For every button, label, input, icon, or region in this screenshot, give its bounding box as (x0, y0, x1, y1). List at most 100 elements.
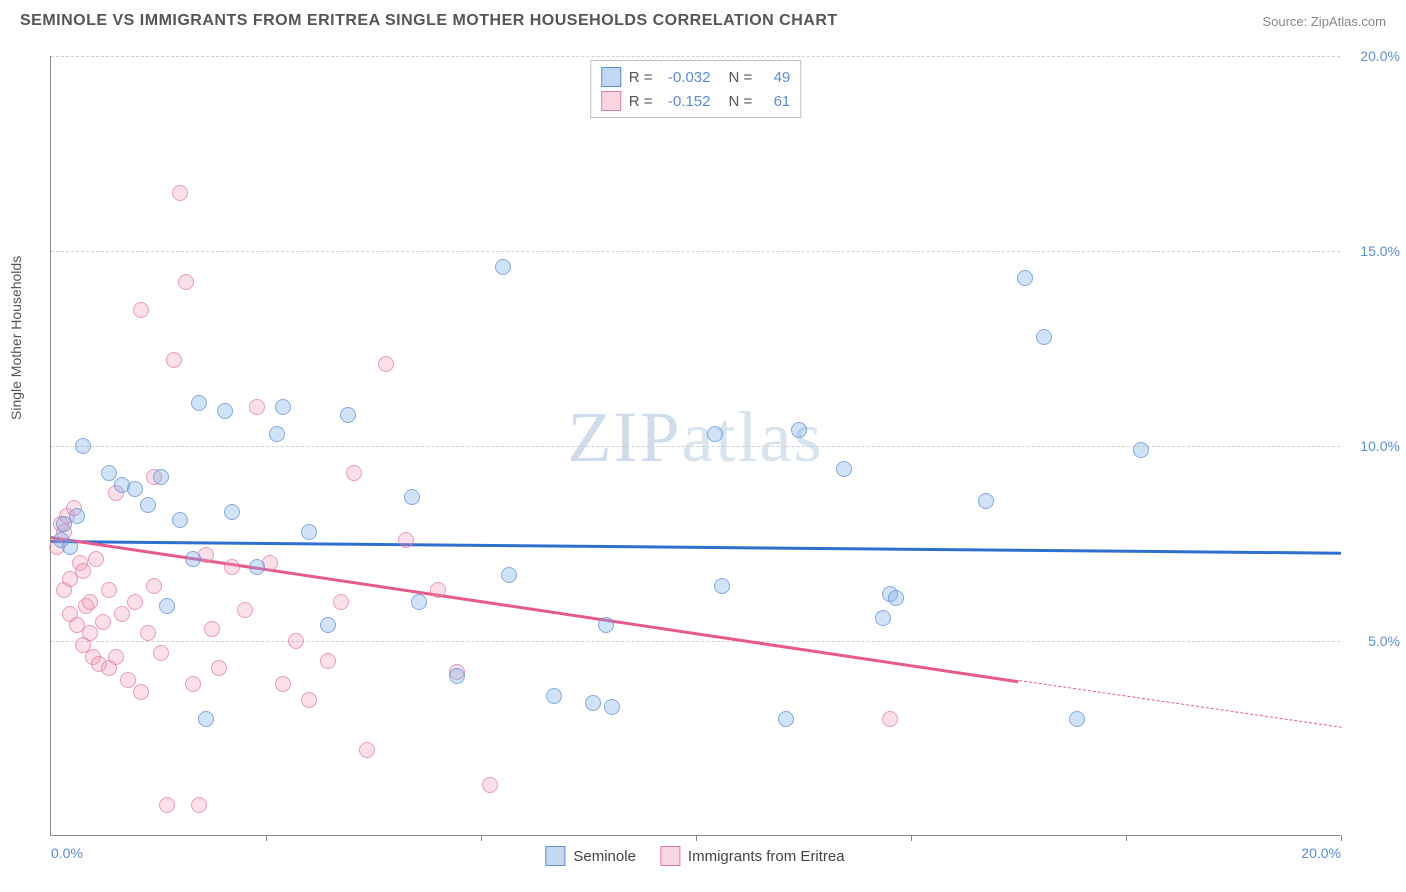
y-tick-label: 10.0% (1345, 438, 1400, 454)
scatter-point-pink (185, 676, 201, 692)
scatter-point-pink (378, 356, 394, 372)
scatter-point-blue (101, 465, 117, 481)
x-tick (1341, 835, 1342, 841)
scatter-point-pink (346, 465, 362, 481)
scatter-point-blue (217, 403, 233, 419)
scatter-plot: ZIPatlas R =-0.032N =49R =-0.152N =61 5.… (50, 56, 1340, 836)
legend-series: Seminole Immigrants from Eritrea (545, 846, 844, 866)
scatter-point-blue (598, 617, 614, 633)
legend-series-label: Immigrants from Eritrea (688, 848, 845, 865)
scatter-point-blue (224, 504, 240, 520)
legend-stats-row: R =-0.032N =49 (601, 65, 791, 89)
scatter-point-pink (82, 625, 98, 641)
scatter-point-blue (1017, 270, 1033, 286)
legend-n-value: 61 (760, 93, 790, 110)
legend-n-value: 49 (760, 69, 790, 86)
x-tick (696, 835, 697, 841)
legend-n-label: N = (729, 93, 753, 110)
scatter-point-blue (191, 395, 207, 411)
legend-swatch-blue (545, 846, 565, 866)
x-tick (481, 835, 482, 841)
legend-swatch-blue (601, 67, 621, 87)
scatter-point-blue (275, 399, 291, 415)
scatter-point-pink (224, 559, 240, 575)
scatter-point-blue (404, 489, 420, 505)
scatter-point-pink (301, 692, 317, 708)
scatter-point-pink (275, 676, 291, 692)
legend-series-item: Immigrants from Eritrea (660, 846, 845, 866)
y-tick-label: 15.0% (1345, 243, 1400, 259)
scatter-point-blue (585, 695, 601, 711)
scatter-point-pink (82, 594, 98, 610)
scatter-point-pink (204, 621, 220, 637)
scatter-point-blue (62, 539, 78, 555)
scatter-point-blue (153, 469, 169, 485)
legend-r-label: R = (629, 93, 653, 110)
chart-header: SEMINOLE VS IMMIGRANTS FROM ERITREA SING… (0, 0, 1406, 38)
scatter-point-blue (836, 461, 852, 477)
watermark-bold: ZIP (568, 397, 682, 477)
source-attribution: Source: ZipAtlas.com (1262, 14, 1386, 29)
gridline-h (51, 56, 1340, 57)
y-tick-label: 20.0% (1345, 48, 1400, 64)
scatter-point-blue (127, 481, 143, 497)
legend-n-label: N = (729, 69, 753, 86)
scatter-point-pink (249, 399, 265, 415)
x-tick (1126, 835, 1127, 841)
source-name: ZipAtlas.com (1311, 14, 1386, 29)
scatter-point-pink (359, 742, 375, 758)
scatter-point-pink (127, 594, 143, 610)
x-tick-label: 0.0% (51, 845, 83, 861)
watermark: ZIPatlas (568, 396, 824, 479)
scatter-point-blue (978, 493, 994, 509)
scatter-point-pink (88, 551, 104, 567)
legend-series-item: Seminole (545, 846, 636, 866)
scatter-point-blue (198, 711, 214, 727)
scatter-point-pink (237, 602, 253, 618)
scatter-point-pink (95, 614, 111, 630)
scatter-point-blue (269, 426, 285, 442)
scatter-point-pink (288, 633, 304, 649)
legend-r-label: R = (629, 69, 653, 86)
scatter-point-blue (604, 699, 620, 715)
gridline-h (51, 641, 1340, 642)
scatter-point-pink (482, 777, 498, 793)
scatter-point-pink (159, 797, 175, 813)
scatter-point-blue (714, 578, 730, 594)
scatter-point-pink (75, 563, 91, 579)
scatter-point-blue (249, 559, 265, 575)
scatter-point-pink (153, 645, 169, 661)
scatter-point-blue (69, 508, 85, 524)
scatter-point-blue (791, 422, 807, 438)
scatter-point-blue (172, 512, 188, 528)
scatter-point-pink (166, 352, 182, 368)
scatter-point-pink (120, 672, 136, 688)
scatter-point-blue (1133, 442, 1149, 458)
scatter-point-pink (133, 302, 149, 318)
gridline-h (51, 251, 1340, 252)
scatter-point-blue (320, 617, 336, 633)
scatter-point-blue (546, 688, 562, 704)
scatter-point-blue (75, 438, 91, 454)
legend-stats-row: R = -0.152 N = 61 (601, 89, 791, 113)
legend-swatch-pink (660, 846, 680, 866)
scatter-point-blue (888, 590, 904, 606)
legend-r-value: -0.152 (661, 93, 711, 110)
scatter-point-blue (340, 407, 356, 423)
scatter-point-pink (320, 653, 336, 669)
scatter-point-blue (1036, 329, 1052, 345)
scatter-point-pink (114, 606, 130, 622)
scatter-point-blue (185, 551, 201, 567)
scatter-point-blue (301, 524, 317, 540)
legend-swatch-pink (601, 91, 621, 111)
scatter-point-pink (430, 582, 446, 598)
legend-series-label: Seminole (573, 848, 636, 865)
scatter-point-pink (133, 684, 149, 700)
x-tick-label: 20.0% (1301, 845, 1341, 861)
y-axis-label: Single Mother Households (8, 256, 24, 420)
scatter-point-blue (501, 567, 517, 583)
scatter-point-blue (1069, 711, 1085, 727)
x-tick (266, 835, 267, 841)
trendline-blue (51, 540, 1341, 554)
scatter-point-pink (882, 711, 898, 727)
